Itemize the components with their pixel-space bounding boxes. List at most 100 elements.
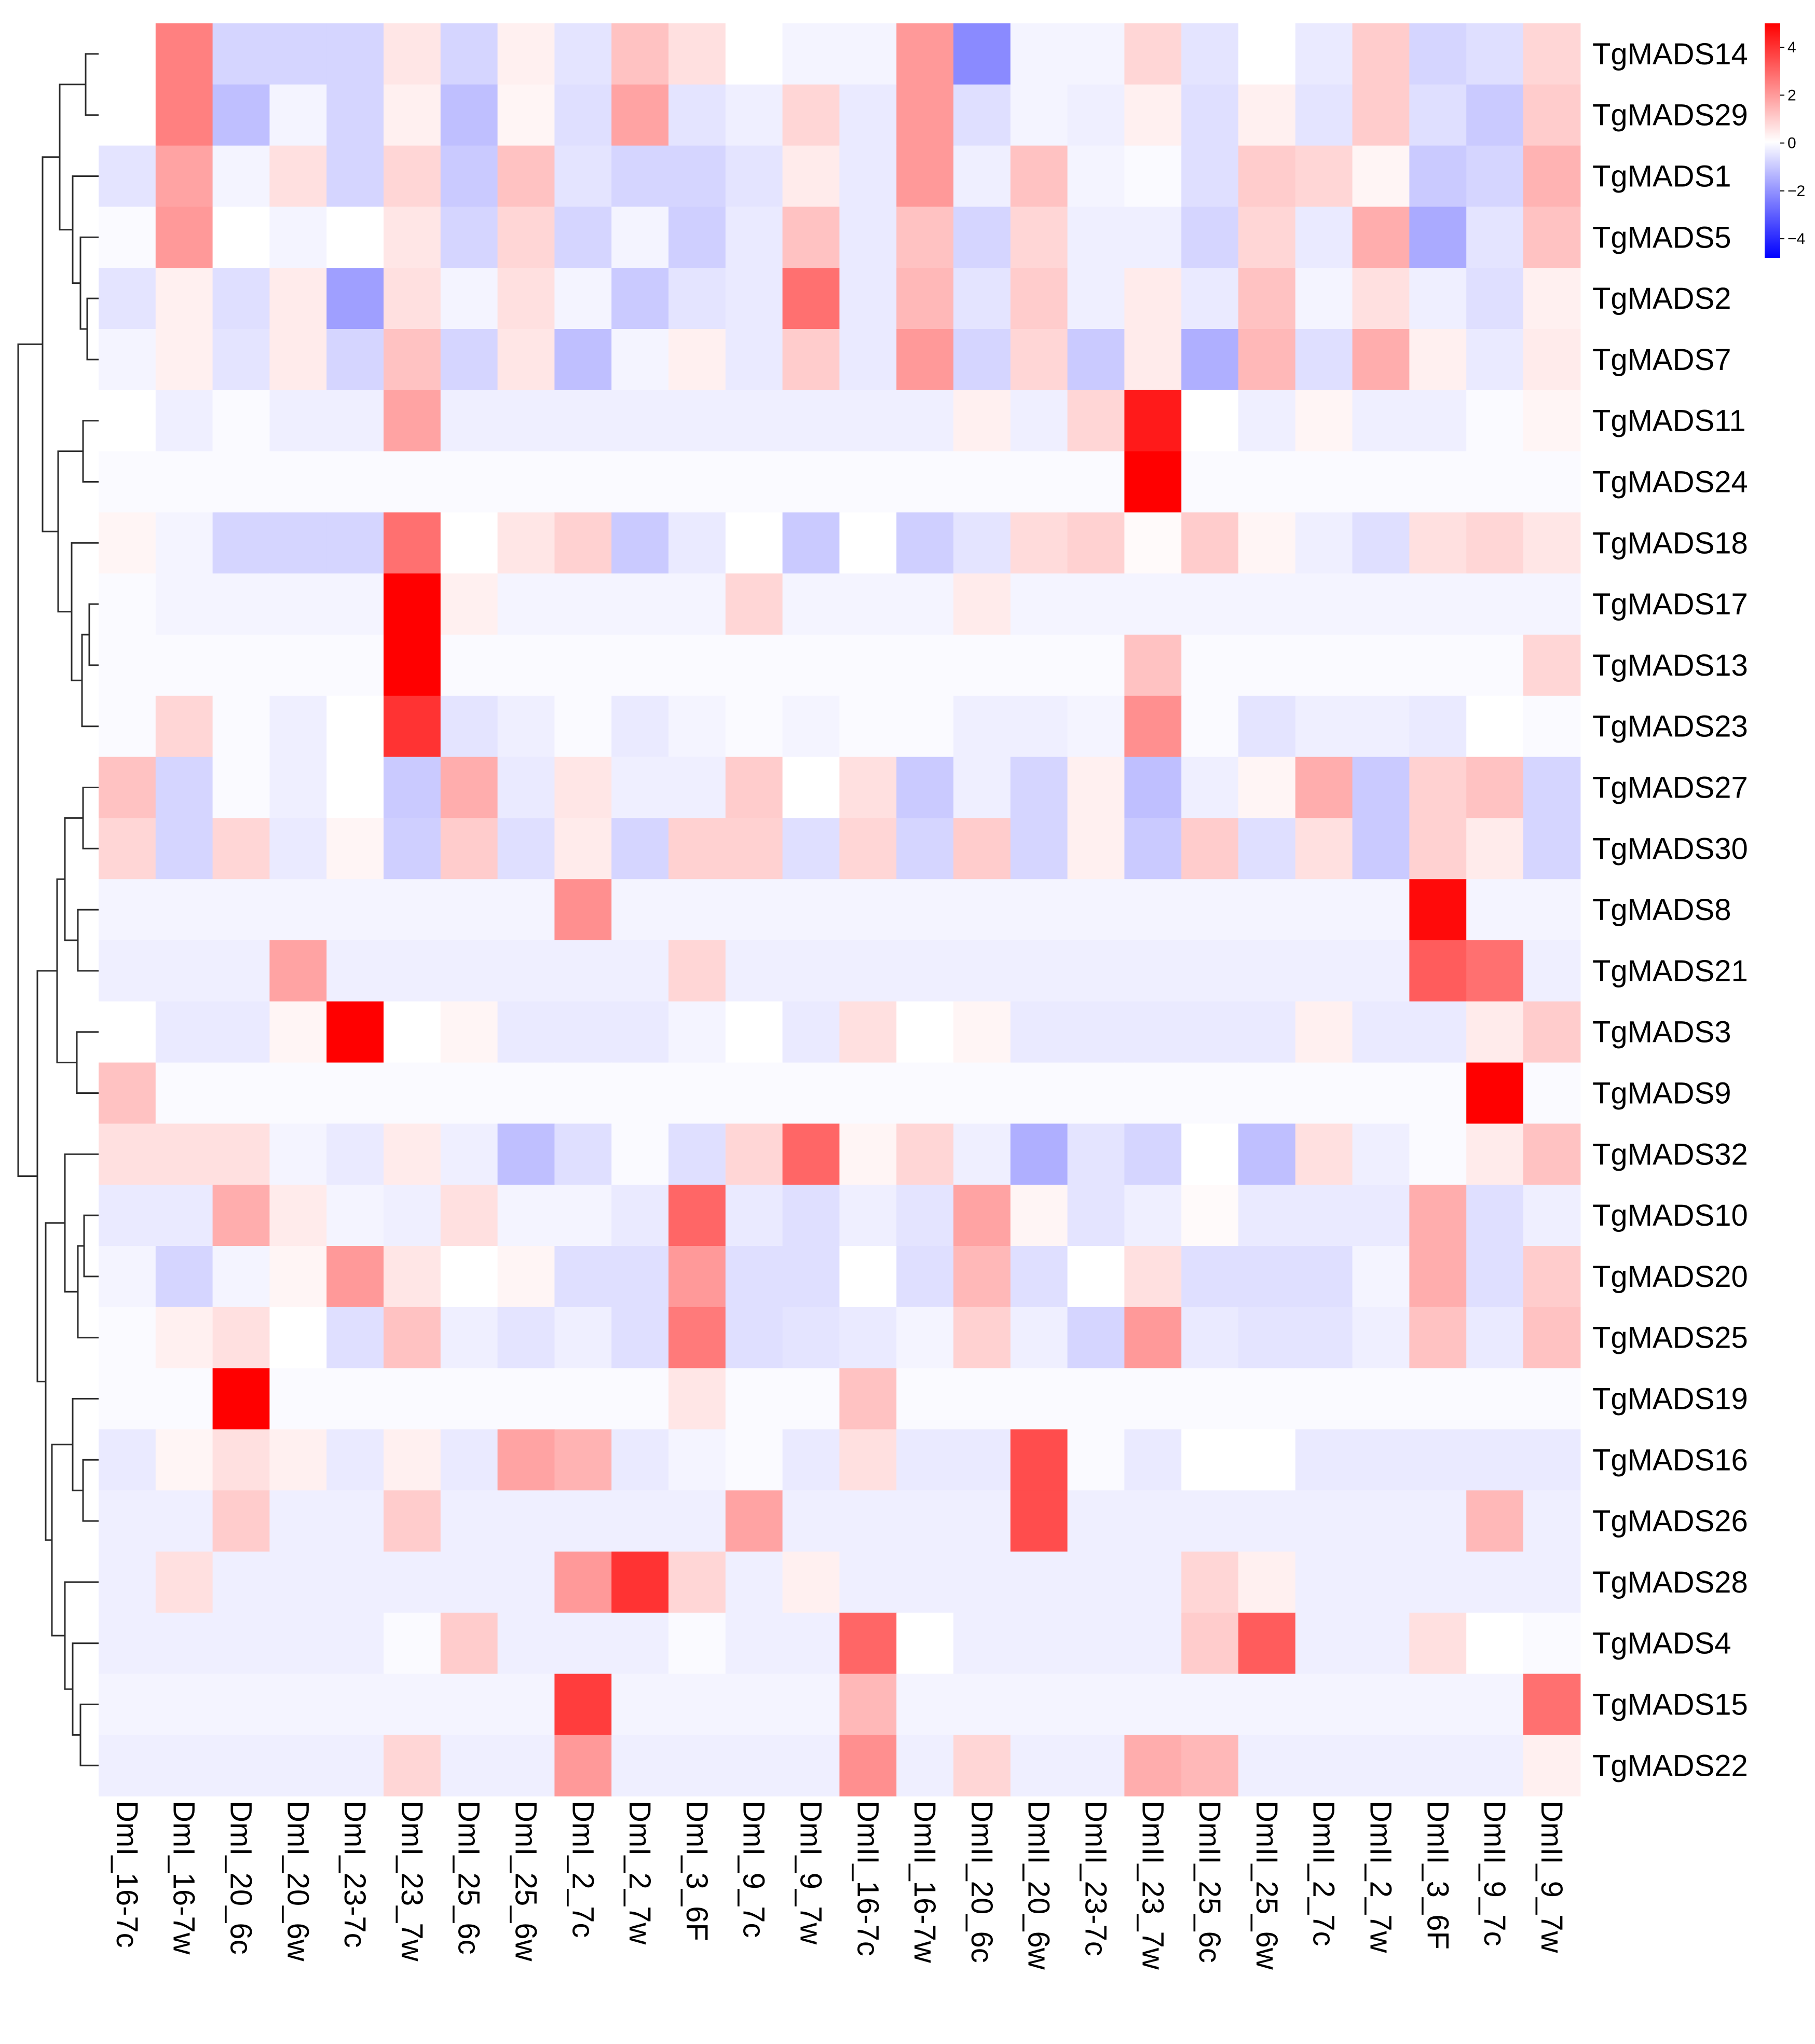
- heatmap-cell: [440, 1185, 498, 1246]
- heatmap-cell: [1409, 1735, 1467, 1796]
- heatmap-cell: [1295, 940, 1353, 1002]
- heatmap-cell: [1295, 818, 1353, 880]
- heatmap-cell: [554, 1246, 612, 1308]
- heatmap-cell: [554, 1429, 612, 1491]
- heatmap-cell: [384, 573, 441, 635]
- heatmap-cell: [155, 940, 213, 1002]
- heatmap-cell: [384, 84, 441, 146]
- heatmap-cell: [1010, 1185, 1068, 1246]
- heatmap-cell: [782, 1246, 840, 1308]
- heatmap-cell: [1409, 1185, 1467, 1246]
- row-label: TgMADS1: [1592, 160, 1731, 194]
- heatmap-cell: [896, 879, 954, 941]
- heatmap-cell: [155, 1062, 213, 1124]
- heatmap-cell: [440, 695, 498, 758]
- heatmap-cell: [1295, 1735, 1353, 1796]
- heatmap-cell: [1352, 1307, 1410, 1369]
- heatmap-cell: [782, 329, 840, 391]
- heatmap-cell: [1466, 757, 1524, 818]
- heatmap-cell: [1124, 1552, 1182, 1613]
- dendrogram-branch: [77, 1245, 99, 1339]
- heatmap-cell: [269, 1307, 327, 1369]
- heatmap-cell: [1466, 1552, 1524, 1613]
- row-label: TgMADS3: [1592, 1016, 1731, 1049]
- heatmap-cell: [896, 757, 954, 818]
- heatmap-cell: [668, 1490, 726, 1552]
- heatmap-cell: [1352, 390, 1410, 452]
- heatmap-cell: [326, 1246, 384, 1308]
- heatmap-cell: [839, 757, 897, 818]
- heatmap-cell: [440, 1062, 498, 1124]
- heatmap-cell: [497, 390, 555, 452]
- column-label: DmII_25_6w: [1250, 1801, 1284, 1970]
- heatmap-cell: [1523, 1001, 1581, 1063]
- heatmap-cell: [668, 329, 726, 391]
- heatmap-cell: [1409, 1552, 1467, 1613]
- heatmap-cell: [1124, 573, 1182, 635]
- heatmap-cell: [1238, 1123, 1296, 1185]
- heatmap-cell: [1409, 1123, 1467, 1185]
- heatmap-cell: [668, 1612, 726, 1675]
- heatmap-cell: [554, 1307, 612, 1369]
- heatmap-cell: [384, 1490, 441, 1552]
- heatmap-cell: [611, 1552, 669, 1613]
- heatmap-cells: [99, 23, 1581, 1796]
- heatmap-cell: [554, 940, 612, 1002]
- heatmap-cell: [1238, 1368, 1296, 1430]
- heatmap-cell: [497, 1062, 555, 1124]
- heatmap-cell: [953, 1185, 1011, 1246]
- heatmap-cell: [155, 207, 213, 268]
- heatmap-cell: [1010, 145, 1068, 207]
- heatmap-cell: [611, 1429, 669, 1491]
- heatmap-cell: [1067, 268, 1125, 330]
- heatmap-cell: [440, 1612, 498, 1675]
- heatmap-cell: [384, 757, 441, 818]
- heatmap-cell: [611, 879, 669, 941]
- heatmap-cell: [1010, 1673, 1068, 1735]
- heatmap-cell: [1523, 1735, 1581, 1796]
- dendrogram-branch: [82, 787, 99, 849]
- heatmap-cell: [99, 1735, 156, 1796]
- heatmap-cell: [212, 268, 270, 330]
- heatmap-cell: [1181, 390, 1239, 452]
- heatmap-cell: [1295, 635, 1353, 696]
- heatmap-cell: [269, 268, 327, 330]
- heatmap-cell: [1352, 1612, 1410, 1675]
- heatmap-cell: [1181, 512, 1239, 574]
- dendrogram-branch: [56, 878, 77, 1064]
- heatmap-cell: [782, 1368, 840, 1430]
- heatmap-cell: [896, 635, 954, 696]
- heatmap-cell: [1238, 84, 1296, 146]
- column-label: DmI_25_6c: [452, 1801, 486, 1955]
- heatmap-cell: [1466, 1612, 1524, 1675]
- heatmap-cell: [1295, 1001, 1353, 1063]
- heatmap-cell: [1238, 573, 1296, 635]
- heatmap-cell: [384, 1246, 441, 1308]
- heatmap-cell: [1409, 329, 1467, 391]
- heatmap-cell: [326, 390, 384, 452]
- heatmap-cell: [1238, 1307, 1296, 1369]
- heatmap-cell: [1523, 1490, 1581, 1552]
- heatmap-cell: [1181, 1552, 1239, 1613]
- heatmap-cell: [554, 1612, 612, 1675]
- heatmap-cell: [212, 879, 270, 941]
- heatmap-cell: [384, 1429, 441, 1491]
- heatmap-cell: [1181, 1735, 1239, 1796]
- heatmap-cell: [269, 1490, 327, 1552]
- heatmap-cell: [1295, 23, 1353, 85]
- heatmap-cell: [269, 940, 327, 1002]
- heatmap-cell: [1352, 818, 1410, 880]
- legend-color-bar: [1765, 23, 1780, 258]
- heatmap-cell: [155, 451, 213, 513]
- heatmap-cell: [440, 329, 498, 391]
- heatmap-cell: [155, 1246, 213, 1308]
- legend-tick-label: 4: [1787, 39, 1796, 56]
- heatmap-cell: [155, 1673, 213, 1735]
- heatmap-cell: [554, 512, 612, 574]
- heatmap-cell: [1181, 329, 1239, 391]
- heatmap-cell: [384, 695, 441, 758]
- heatmap-cell: [611, 145, 669, 207]
- heatmap-cell: [212, 23, 270, 85]
- heatmap-cell: [725, 1429, 783, 1491]
- heatmap-cell: [611, 84, 669, 146]
